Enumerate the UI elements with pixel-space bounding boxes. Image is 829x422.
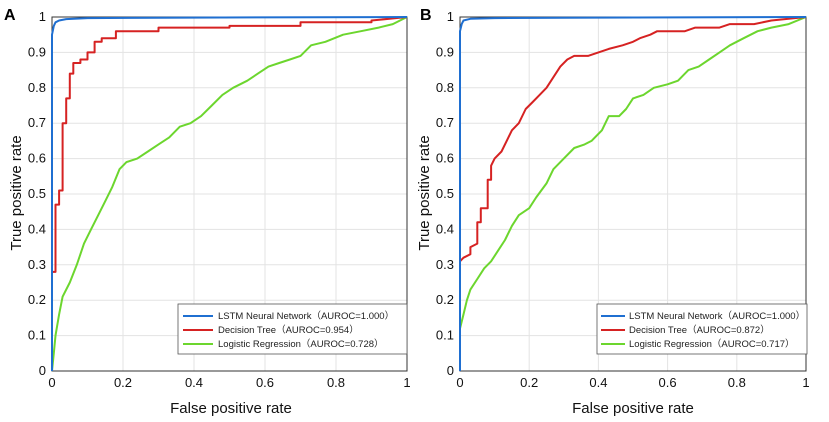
- y-tick-label: 0.1: [28, 328, 46, 343]
- x-tick-label: 0: [456, 375, 463, 390]
- y-axis-label: True positive rate: [416, 135, 433, 250]
- panel-b: B False positive rate True positive rate…: [416, 7, 810, 417]
- y-axis-label: True positive rate: [8, 135, 25, 250]
- y-tick-label: 0.4: [28, 221, 46, 236]
- y-tick-label: 0: [39, 363, 46, 378]
- y-tick-label: 0.3: [436, 257, 454, 272]
- y-tick-label: 0.6: [436, 151, 454, 166]
- legend-label-decision-tree: Decision Tree（AUROC=0.872）: [629, 324, 770, 336]
- series-line-decision-tree: [459, 16, 807, 371]
- panel-a: A False positive rate True positive rate…: [4, 7, 411, 417]
- legend-box: [177, 303, 408, 355]
- x-axis-label: False positive rate: [572, 400, 694, 417]
- panel-letter: A: [4, 7, 16, 24]
- series-line-logistic-regression: [459, 16, 807, 371]
- y-tick-label: 0.7: [436, 115, 454, 130]
- x-tick-label: 0.6: [659, 375, 677, 390]
- x-tick-label: 0: [48, 375, 55, 390]
- x-tick-label: 0.2: [114, 375, 132, 390]
- y-tick-label: 0.5: [436, 186, 454, 201]
- y-tick-label: 0.9: [436, 44, 454, 59]
- y-tick-label: 0.9: [28, 44, 46, 59]
- y-tick-label: 0.3: [28, 257, 46, 272]
- x-tick-label: 1: [802, 375, 809, 390]
- x-tick-label: 0.6: [256, 375, 274, 390]
- series-line-decision-tree: [51, 16, 408, 371]
- x-tick-label: 0.2: [520, 375, 538, 390]
- x-axis-label: False positive rate: [170, 400, 292, 417]
- y-tick-label: 0.4: [436, 221, 454, 236]
- panel-letter: B: [420, 7, 432, 24]
- x-tick-label: 0.8: [327, 375, 345, 390]
- legend-label-logistic-regression: Logistic Regression（AUROC=0.717）: [629, 338, 795, 350]
- x-tick-label: 0.4: [589, 375, 607, 390]
- y-tick-label: 0.1: [436, 328, 454, 343]
- y-tick-label: 0.8: [28, 80, 46, 95]
- x-tick-label: 1: [403, 375, 410, 390]
- y-tick-label: 0.2: [436, 292, 454, 307]
- y-tick-label: 1: [447, 9, 454, 24]
- y-tick-label: 0.7: [28, 115, 46, 130]
- series-line-lstm: [459, 16, 807, 371]
- series-line-logistic-regression: [51, 16, 408, 372]
- legend-label-lstm: LSTM Neural Network（AUROC=1.000）: [629, 310, 805, 322]
- legend-label-logistic-regression: Logistic Regression（AUROC=0.728）: [218, 338, 384, 350]
- legend-label-decision-tree: Decision Tree（AUROC=0.954）: [218, 324, 359, 336]
- legend-box: [596, 303, 808, 355]
- y-tick-label: 0.6: [28, 151, 46, 166]
- y-tick-label: 0.8: [436, 80, 454, 95]
- x-tick-label: 0.4: [185, 375, 203, 390]
- legend: LSTM Neural Network（AUROC=1.000） Decisio…: [596, 303, 808, 355]
- series-line-lstm: [51, 16, 408, 371]
- y-tick-label: 0.5: [28, 186, 46, 201]
- y-tick-label: 1: [39, 9, 46, 24]
- legend: LSTM Neural Network（AUROC=1.000） Decisio…: [177, 303, 408, 355]
- x-tick-label: 0.8: [728, 375, 746, 390]
- legend-label-lstm: LSTM Neural Network（AUROC=1.000）: [218, 310, 394, 322]
- y-tick-label: 0.2: [28, 292, 46, 307]
- y-tick-label: 0: [447, 363, 454, 378]
